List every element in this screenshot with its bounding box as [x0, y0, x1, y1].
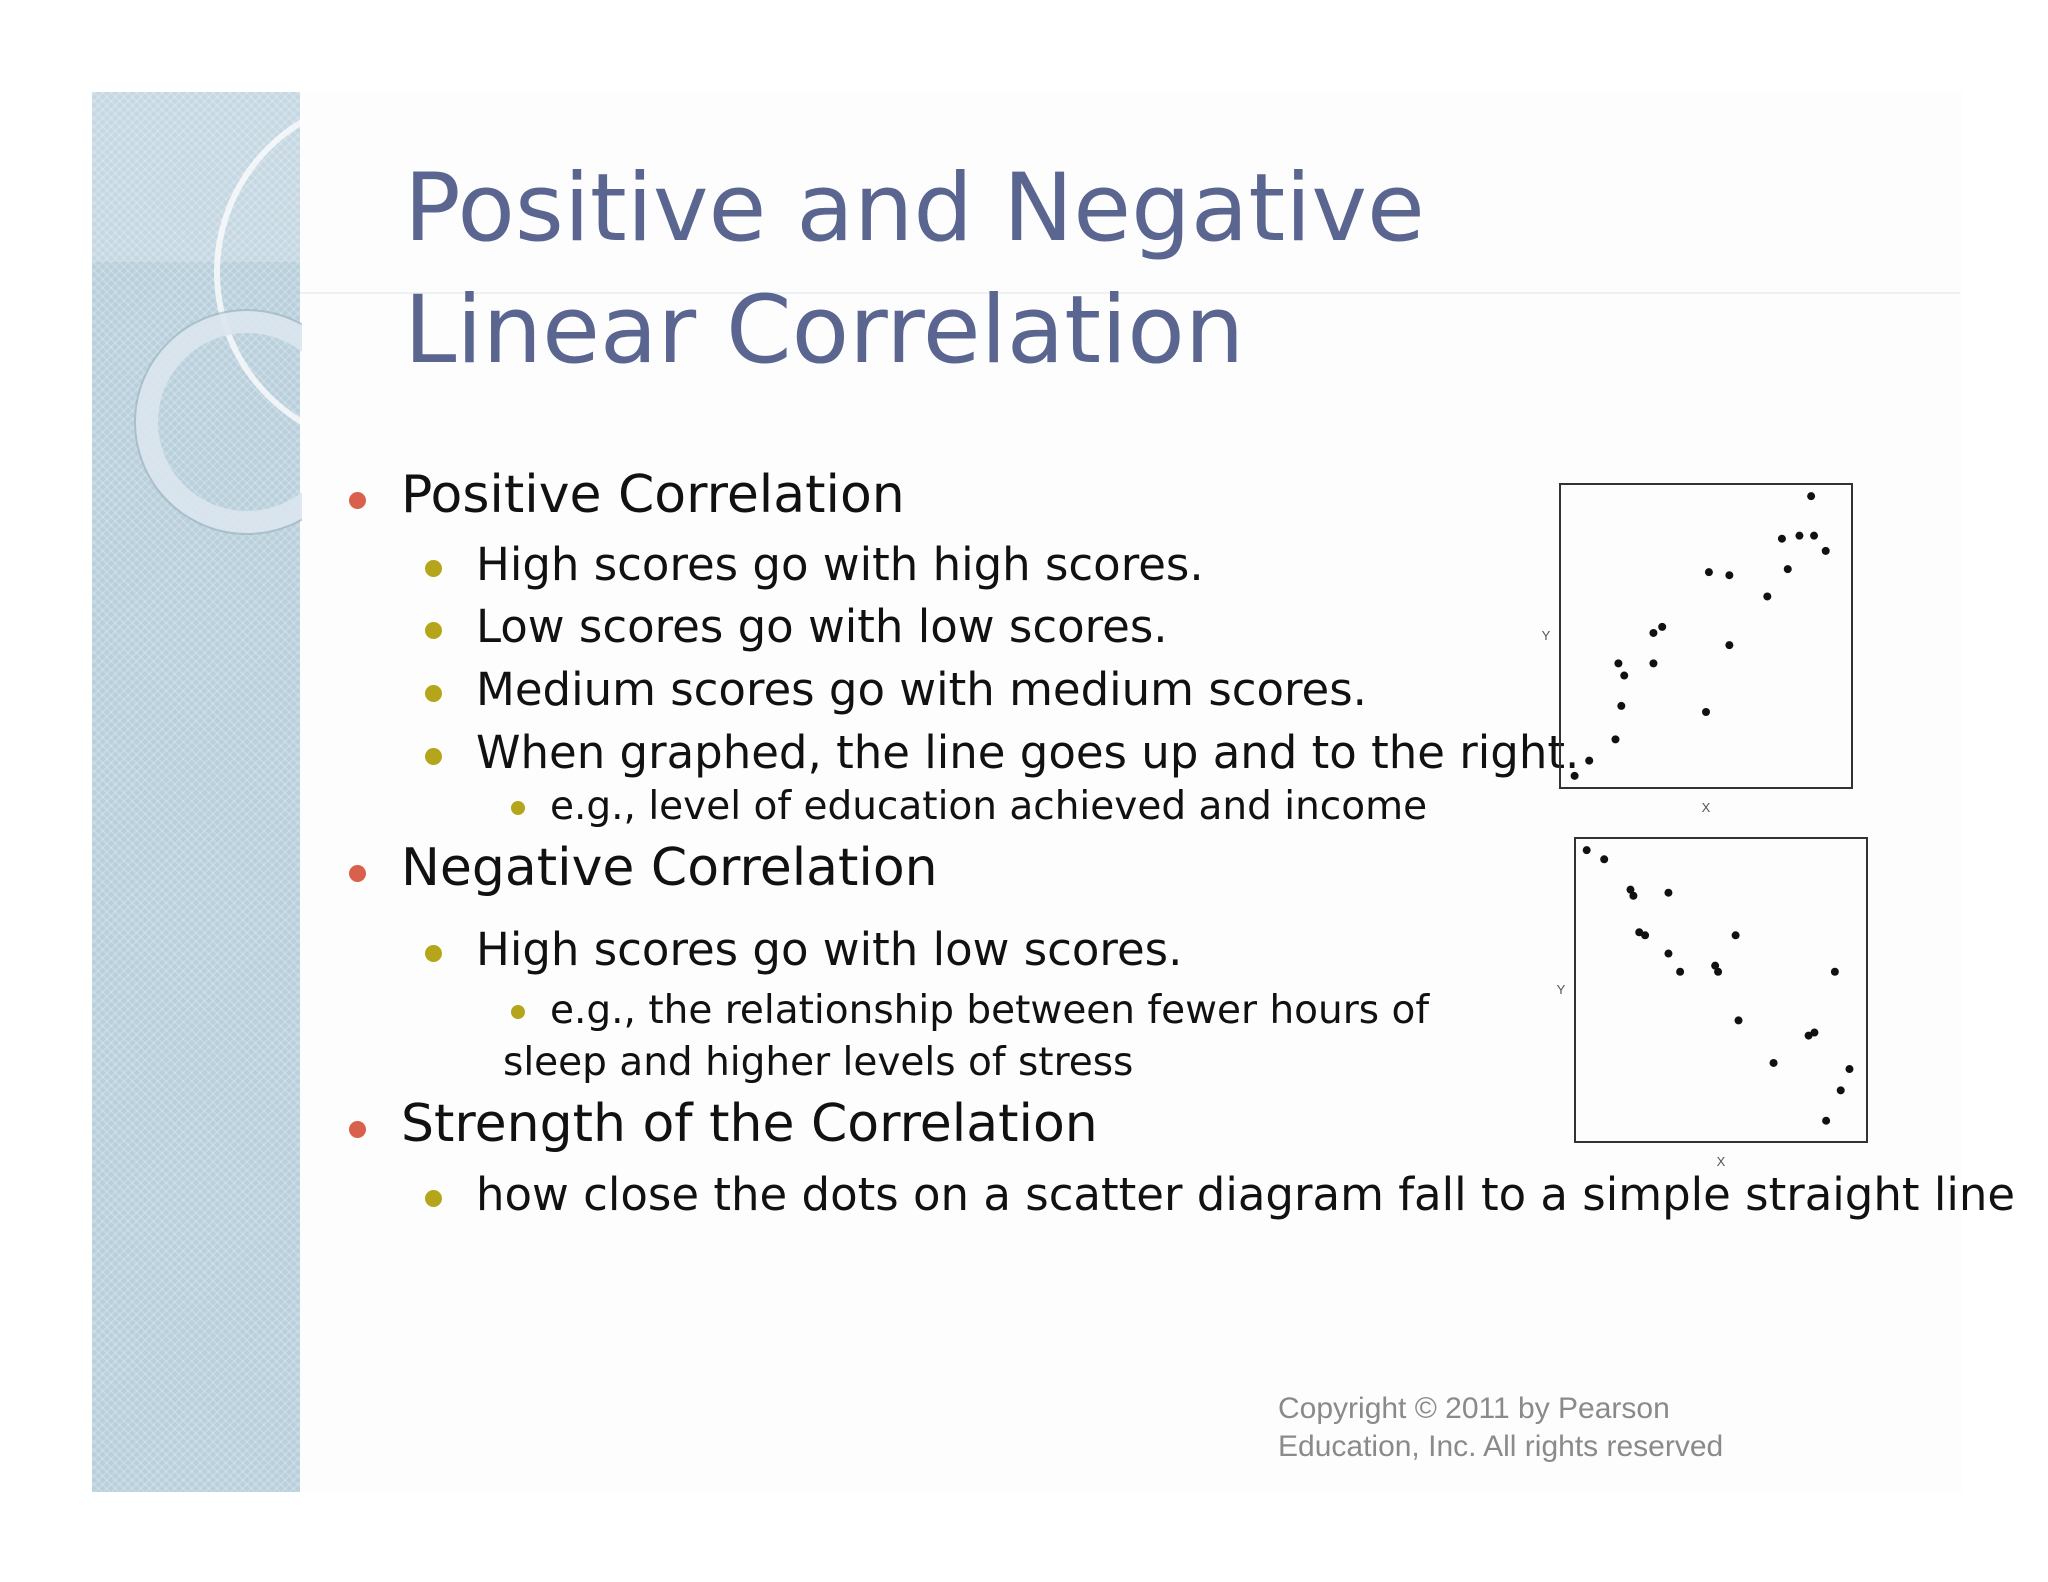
- scatter-point: [1725, 571, 1734, 580]
- scatter-point: [1649, 659, 1658, 668]
- bullet-positive-correlation: Positive Correlation: [349, 465, 905, 525]
- scatter-point: [1704, 568, 1713, 577]
- bullet-text: Low scores go with low scores.: [476, 600, 1168, 653]
- bullet-positive-example: e.g., level of education achieved and in…: [511, 784, 1428, 829]
- scatter-point: [1783, 565, 1792, 574]
- bullet-high-low: High scores go with low scores.: [425, 923, 1183, 976]
- bullet-text-line1: e.g., the relationship between fewer hou…: [550, 988, 1430, 1033]
- bullet-negative-example-continued: sleep and higher levels of stress: [503, 1040, 1133, 1085]
- bullet-icon: [425, 685, 442, 702]
- scatter-point: [1617, 701, 1626, 710]
- scatter-point: [1725, 641, 1734, 650]
- scatter-plot-svg: YX: [1542, 483, 1853, 815]
- bullet-negative-correlation: Negative Correlation: [349, 838, 938, 898]
- scatter-point: [1629, 891, 1638, 900]
- scatter-point: [1711, 961, 1720, 970]
- scatter-point: [1822, 1116, 1831, 1125]
- slide-background: [92, 92, 1962, 1492]
- scatter-point: [1641, 931, 1650, 940]
- bullet-icon: [425, 622, 442, 639]
- bullet-icon: [425, 945, 442, 962]
- scatter-point: [1845, 1065, 1854, 1074]
- bullet-text: Negative Correlation: [401, 838, 938, 898]
- plot-area-frame: [1574, 837, 1868, 1143]
- decorative-circles: [92, 92, 302, 535]
- bullet-text: Medium scores go with medium scores.: [476, 663, 1367, 716]
- copyright-notice: Copyright © 2011 by Pearson Education, I…: [1278, 1390, 1798, 1466]
- scatter-point: [1734, 1016, 1743, 1025]
- copyright-line: Copyright © 2011 by Pearson: [1278, 1392, 1670, 1425]
- scatter-point: [1658, 622, 1667, 631]
- bullet-icon: [425, 748, 442, 765]
- scatter-point: [1810, 531, 1819, 540]
- scatter-point: [1570, 771, 1579, 780]
- bullet-strength-correlation: Strength of the Correlation: [349, 1094, 1098, 1154]
- scatter-point: [1807, 492, 1816, 501]
- bullet-high-high: High scores go with high scores.: [425, 538, 1204, 591]
- bullet-icon: [511, 801, 525, 815]
- scatter-point: [1795, 531, 1804, 540]
- scatter-plot-svg: YX: [1557, 837, 1868, 1169]
- copyright-line: Education, Inc. All rights reserved: [1278, 1430, 1724, 1463]
- bullet-text: e.g., level of education achieved and in…: [550, 784, 1428, 829]
- y-axis-label: Y: [1542, 628, 1551, 643]
- bullet-icon: [511, 1005, 525, 1019]
- bullet-text: High scores go with low scores.: [476, 923, 1183, 976]
- scatter-point: [1702, 708, 1710, 716]
- bullet-icon: [425, 1190, 442, 1207]
- scatter-point: [1821, 546, 1830, 555]
- bullet-text: When graphed, the line goes up and to th…: [476, 726, 1580, 779]
- y-axis-label: Y: [1557, 982, 1566, 997]
- scatter-point: [1830, 967, 1839, 976]
- scatter-point: [1769, 1058, 1778, 1067]
- scatter-point: [1585, 756, 1594, 765]
- scatter-point: [1731, 931, 1740, 940]
- scatter-point: [1836, 1086, 1845, 1095]
- bullet-icon: [349, 492, 366, 509]
- scatter-point: [1714, 967, 1723, 976]
- bullet-negative-example: e.g., the relationship between fewer hou…: [511, 988, 1430, 1033]
- bullet-text-line2: sleep and higher levels of stress: [503, 1040, 1134, 1085]
- bullet-icon: [349, 1121, 366, 1138]
- bullet-graph-up-right: When graphed, the line goes up and to th…: [425, 726, 1580, 779]
- plot-area-frame: [1559, 483, 1853, 789]
- scatter-point: [1620, 671, 1629, 680]
- scatter-point: [1582, 846, 1591, 855]
- bullet-text: Positive Correlation: [401, 465, 905, 525]
- title-divider: [300, 292, 1960, 294]
- x-axis-label: X: [1702, 800, 1711, 815]
- slide-title: Positive and Negative Linear Correlation: [404, 154, 1425, 385]
- bullet-strength-definition: how close the dots on a scatter diagram …: [425, 1168, 2016, 1221]
- scatter-point: [1626, 885, 1635, 894]
- scatter-point: [1614, 659, 1623, 668]
- bullet-low-low: Low scores go with low scores.: [425, 600, 1168, 653]
- scatter-point: [1763, 592, 1772, 601]
- bullet-text: how close the dots on a scatter diagram …: [476, 1168, 2016, 1221]
- bullet-text: Strength of the Correlation: [401, 1094, 1098, 1154]
- scatter-point: [1810, 1028, 1819, 1037]
- scatter-point: [1664, 888, 1673, 897]
- scatter-point: [1676, 967, 1685, 976]
- scatter-point: [1664, 949, 1673, 958]
- scatter-point: [1777, 534, 1786, 543]
- bullet-icon: [349, 865, 366, 882]
- x-axis-label: X: [1717, 1154, 1726, 1169]
- scatter-point: [1600, 855, 1609, 864]
- bullet-medium-medium: Medium scores go with medium scores.: [425, 663, 1367, 716]
- bullet-icon: [425, 560, 442, 577]
- bullet-text: High scores go with high scores.: [476, 538, 1204, 591]
- scatter-point: [1649, 628, 1658, 637]
- scatter-point: [1611, 735, 1620, 744]
